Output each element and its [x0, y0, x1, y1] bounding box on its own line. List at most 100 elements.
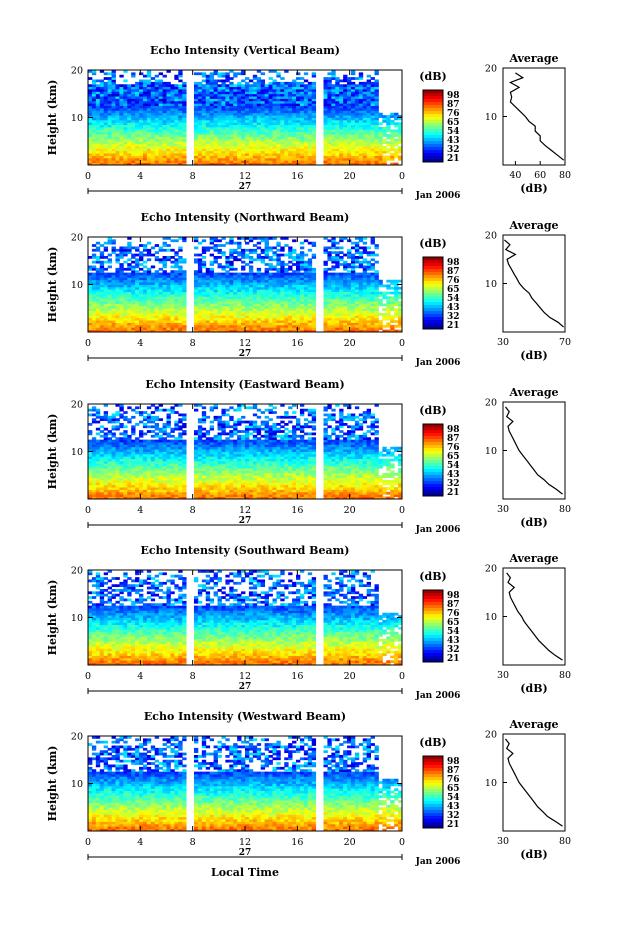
heatmap-cell — [366, 138, 372, 142]
heatmap-cell — [241, 317, 246, 321]
heatmap-cell — [95, 256, 101, 259]
heatmap-cell — [252, 148, 258, 152]
heatmap-cell — [217, 160, 222, 164]
heatmap-cell — [248, 315, 254, 319]
heatmap-cell — [331, 317, 336, 321]
heatmap-cell — [248, 270, 254, 274]
heatmap-cell — [358, 143, 364, 147]
heatmap-cell — [335, 265, 340, 269]
heatmap-cell — [88, 329, 93, 333]
heatmap-cell — [201, 153, 207, 156]
heatmap-cell — [154, 286, 160, 290]
heatmap-cell — [182, 112, 187, 116]
heatmap-cell — [162, 89, 167, 92]
heatmap-cell — [284, 291, 289, 295]
heatmap-cell — [350, 100, 356, 104]
heatmap-cell — [217, 110, 222, 114]
heatmap-cell — [362, 272, 368, 276]
heatmap-cell — [197, 86, 203, 90]
heatmap-cell — [354, 138, 360, 142]
heatmap-cell — [174, 327, 179, 331]
heatmap-cell — [335, 100, 340, 104]
heatmap-cell — [237, 89, 242, 92]
heatmap-cell — [150, 77, 156, 80]
heatmap-cell — [358, 162, 364, 166]
heatmap-cell — [335, 115, 340, 118]
heatmap-cell — [252, 103, 258, 107]
heatmap-cell — [103, 315, 109, 319]
heatmap-cell — [166, 301, 171, 304]
heatmap-cell — [166, 143, 171, 147]
heatmap-cell — [256, 115, 262, 118]
heatmap-cell — [362, 251, 368, 255]
heatmap-cell — [213, 84, 218, 88]
heatmap-cell — [245, 105, 250, 109]
heatmap-cell — [343, 260, 348, 264]
heatmap-cell — [264, 103, 269, 107]
heatmap-cell — [284, 279, 289, 283]
heatmap-cell — [354, 256, 360, 259]
heatmap-cell — [225, 317, 230, 321]
heatmap-cell — [303, 138, 309, 142]
heatmap-cell — [386, 117, 391, 121]
heatmap-cell — [311, 100, 317, 104]
heatmap-cell — [354, 301, 360, 304]
heatmap-cell — [146, 72, 152, 76]
heatmap-cell — [91, 294, 97, 297]
heatmap-cell — [307, 298, 313, 302]
heatmap-cell — [158, 122, 163, 126]
heatmap-cell — [264, 301, 269, 304]
heatmap-cell — [103, 298, 109, 302]
heatmap-cell — [209, 143, 215, 147]
heatmap-cell — [374, 81, 379, 85]
heatmap-cell — [362, 329, 368, 333]
heatmap-cell — [123, 136, 128, 140]
heatmap-cell — [303, 160, 309, 164]
heatmap-cell — [354, 244, 360, 247]
heatmap-cell — [237, 237, 242, 240]
heatmap-cell — [331, 313, 336, 316]
heatmap-cell — [323, 157, 328, 161]
heatmap-cell — [268, 153, 273, 156]
heatmap-cell — [225, 77, 230, 80]
heatmap-cell — [103, 303, 109, 307]
heatmap-cell — [299, 148, 305, 152]
heatmap-cell — [362, 275, 368, 278]
heatmap-cell — [217, 93, 222, 97]
heatmap-cell — [245, 143, 250, 147]
heatmap-cell — [107, 329, 112, 333]
heatmap-cell — [288, 286, 293, 290]
heatmap-cell — [398, 148, 403, 152]
heatmap-cell — [193, 327, 199, 331]
heatmap-cell — [374, 148, 379, 152]
heatmap-cell — [103, 305, 109, 309]
heatmap-cell — [248, 131, 254, 135]
heatmap-cell — [182, 105, 187, 109]
heatmap-cell — [123, 131, 128, 135]
heatmap-cell — [323, 91, 328, 95]
heatmap-cell — [131, 122, 136, 126]
heatmap-cell — [221, 275, 226, 278]
heatmap-cell — [115, 129, 120, 133]
heatmap-cell — [347, 146, 352, 149]
heatmap-cell — [378, 160, 383, 164]
heatmap-cell — [225, 265, 230, 269]
heatmap-cell — [197, 105, 203, 109]
heatmap-cell — [193, 324, 199, 328]
heatmap-cell — [245, 272, 250, 276]
heatmap-cell — [95, 258, 101, 262]
heatmap-cell — [260, 86, 266, 90]
heatmap-cell — [233, 150, 238, 154]
heatmap-cell — [354, 136, 360, 140]
heatmap-cell — [252, 277, 258, 281]
heatmap-cell — [366, 141, 372, 145]
heatmap-cell — [197, 298, 203, 302]
heatmap-cell — [366, 108, 372, 111]
heatmap-cell — [201, 150, 207, 154]
heatmap-cell — [193, 237, 199, 240]
heatmap-cell — [362, 146, 368, 149]
heatmap-cell — [225, 322, 230, 326]
heatmap-cell — [276, 320, 281, 323]
colorbar-tick-label: 43 — [447, 136, 460, 146]
heatmap-cell — [111, 136, 116, 140]
